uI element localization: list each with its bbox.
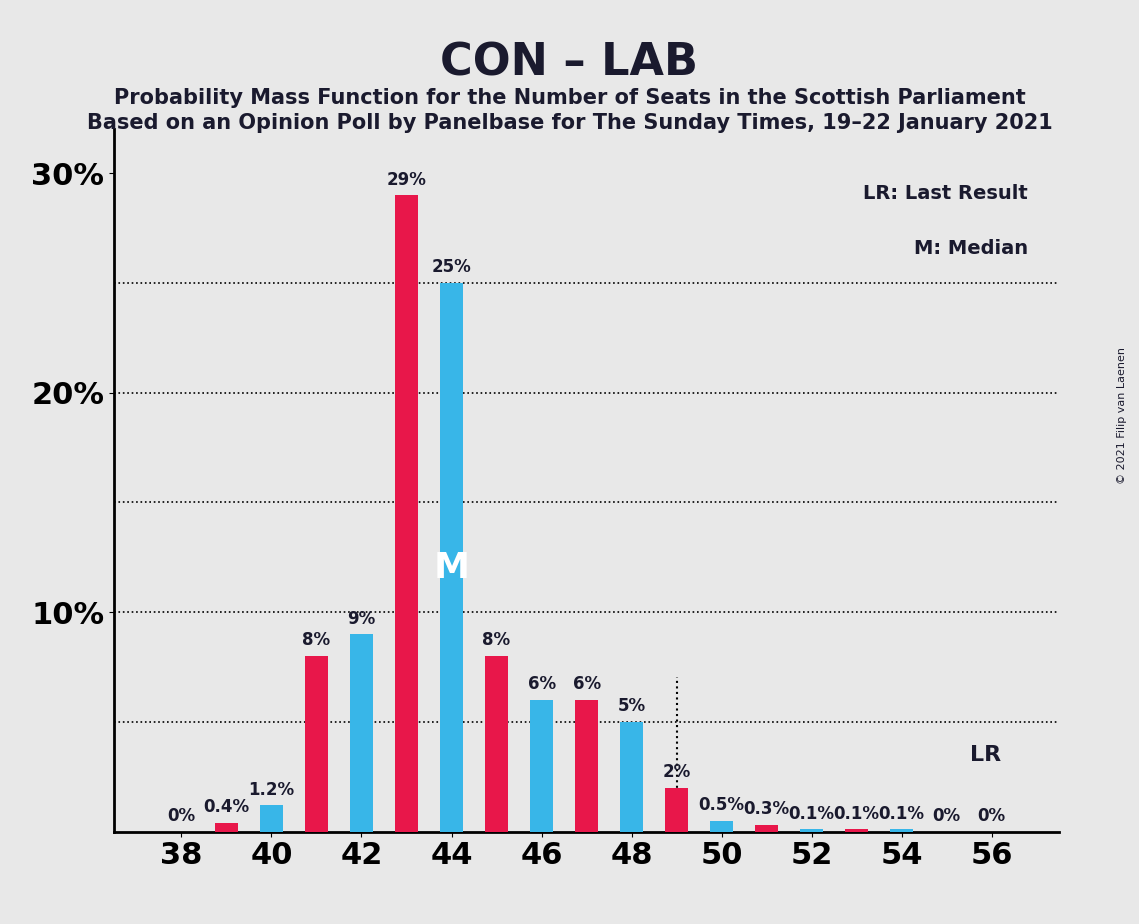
Bar <box>621 722 642 832</box>
Text: 8%: 8% <box>303 631 330 650</box>
Text: 0.1%: 0.1% <box>788 805 835 823</box>
Text: 2%: 2% <box>663 763 690 781</box>
Text: Probability Mass Function for the Number of Seats in the Scottish Parliament: Probability Mass Function for the Number… <box>114 88 1025 108</box>
Text: 0%: 0% <box>167 807 196 825</box>
Text: 0.1%: 0.1% <box>878 805 925 823</box>
Text: © 2021 Filip van Laenen: © 2021 Filip van Laenen <box>1117 347 1126 484</box>
Text: 0.5%: 0.5% <box>698 796 745 814</box>
Text: 9%: 9% <box>347 610 376 627</box>
Text: 0%: 0% <box>977 807 1006 825</box>
Text: 8%: 8% <box>483 631 510 650</box>
Bar <box>531 700 552 832</box>
Text: M: M <box>434 552 469 585</box>
Bar <box>755 825 778 832</box>
Bar <box>395 195 418 832</box>
Text: CON – LAB: CON – LAB <box>441 42 698 85</box>
Bar <box>305 656 328 832</box>
Text: 0.1%: 0.1% <box>834 805 879 823</box>
Bar <box>575 700 598 832</box>
Bar <box>351 634 372 832</box>
Bar <box>711 821 732 832</box>
Bar <box>260 806 282 832</box>
Text: 29%: 29% <box>386 171 426 188</box>
Text: LR: LR <box>969 745 1001 765</box>
Text: 0.3%: 0.3% <box>744 800 789 819</box>
Text: 0.4%: 0.4% <box>204 798 249 816</box>
Text: LR: Last Result: LR: Last Result <box>863 184 1027 203</box>
Text: 25%: 25% <box>432 259 472 276</box>
Text: 5%: 5% <box>617 698 646 715</box>
Bar <box>215 823 238 832</box>
Text: M: Median: M: Median <box>913 239 1027 258</box>
Text: Based on an Opinion Poll by Panelbase for The Sunday Times, 19–22 January 2021: Based on an Opinion Poll by Panelbase fo… <box>87 113 1052 133</box>
Bar <box>485 656 508 832</box>
Bar <box>665 787 688 832</box>
Bar <box>441 283 462 832</box>
Bar <box>845 830 868 832</box>
Text: 6%: 6% <box>527 675 556 693</box>
Text: 0%: 0% <box>933 807 961 825</box>
Text: 6%: 6% <box>573 675 600 693</box>
Bar <box>891 830 913 832</box>
Bar <box>801 830 822 832</box>
Text: 1.2%: 1.2% <box>248 781 295 798</box>
